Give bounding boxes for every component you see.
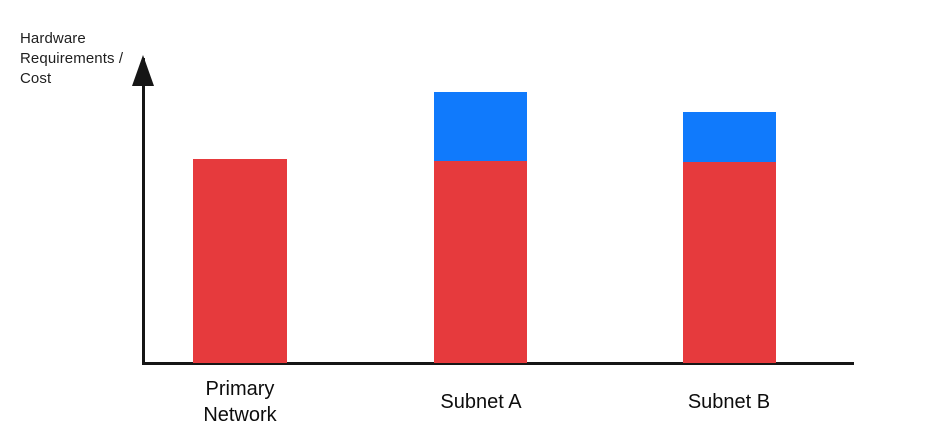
- y-axis-label: Hardware Requirements / Cost: [20, 30, 124, 87]
- bar-segment-red: [434, 161, 527, 363]
- bar-subnet-b: [683, 112, 776, 363]
- x-axis-label-subnet-b: Subnet B: [687, 391, 771, 413]
- bar-segment-blue: [683, 112, 776, 162]
- bar-segment-red: [683, 162, 776, 363]
- bar-segment-red: [193, 159, 287, 363]
- x-axis-label-primary-network: Primary Network: [203, 378, 277, 426]
- y-axis-line: [142, 58, 145, 365]
- x-axis-label-subnet-a: Subnet A: [440, 391, 522, 413]
- bar-segment-blue: [434, 92, 527, 161]
- bar-subnet-a: [434, 92, 527, 363]
- bar-primary-network: [193, 159, 287, 363]
- x-axis-line: [142, 362, 854, 365]
